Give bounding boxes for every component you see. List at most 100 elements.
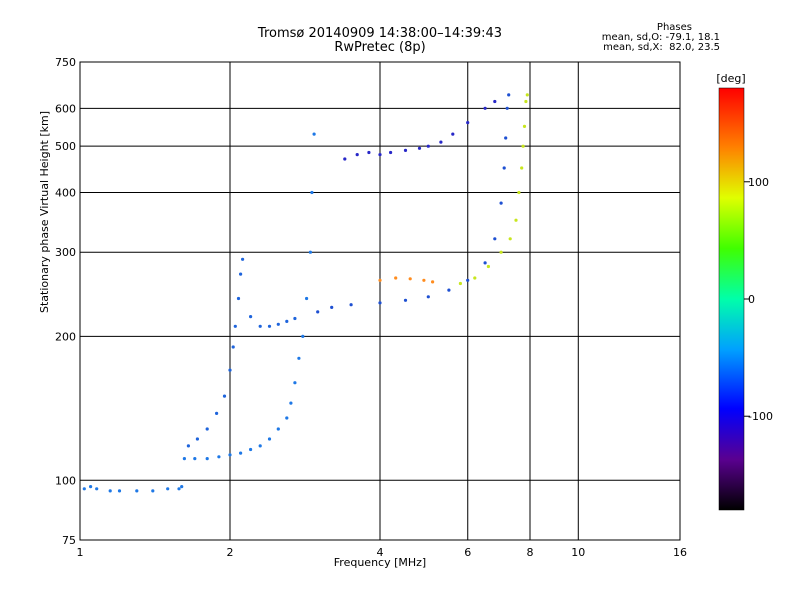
y-tick-label: 200 bbox=[55, 330, 76, 343]
data-point bbox=[215, 411, 219, 415]
data-point bbox=[502, 166, 506, 170]
data-point bbox=[378, 278, 382, 282]
data-point bbox=[258, 444, 262, 448]
data-point bbox=[182, 457, 186, 461]
colorbar-tick-label: 100 bbox=[748, 176, 769, 189]
data-point bbox=[239, 272, 243, 276]
data-point bbox=[276, 322, 280, 326]
data-point bbox=[285, 319, 289, 323]
data-point bbox=[422, 278, 426, 282]
colorbar bbox=[718, 87, 745, 511]
data-point bbox=[249, 315, 253, 319]
data-point bbox=[522, 124, 527, 128]
data-point bbox=[447, 288, 451, 292]
data-point bbox=[426, 144, 430, 148]
data-point bbox=[378, 153, 382, 157]
data-point bbox=[108, 489, 112, 493]
data-point bbox=[228, 453, 232, 457]
data-point bbox=[305, 296, 309, 301]
plot-frame bbox=[79, 61, 681, 541]
data-point bbox=[330, 305, 334, 309]
x-tick-label: 4 bbox=[377, 546, 384, 559]
x-tick-label: 2 bbox=[227, 546, 234, 559]
data-point bbox=[349, 303, 353, 307]
data-point bbox=[483, 261, 487, 265]
colorbar-tick-label: 0 bbox=[748, 293, 755, 306]
chart-subtitle: RwPretec (8p) bbox=[334, 40, 426, 55]
data-point bbox=[193, 457, 197, 461]
data-point bbox=[504, 136, 508, 140]
data-point bbox=[258, 324, 262, 328]
data-point bbox=[483, 106, 487, 110]
data-point bbox=[82, 487, 86, 491]
data-point bbox=[517, 190, 521, 195]
data-point bbox=[205, 457, 209, 461]
data-point bbox=[493, 99, 497, 104]
data-point bbox=[135, 489, 139, 493]
data-point bbox=[343, 157, 347, 161]
data-point bbox=[285, 416, 289, 420]
data-point bbox=[499, 250, 503, 254]
data-point bbox=[239, 451, 243, 455]
x-axis-label: Frequency [MHz] bbox=[334, 556, 426, 569]
data-point bbox=[403, 148, 408, 152]
data-point bbox=[316, 310, 320, 314]
x-tick-label: 16 bbox=[673, 546, 687, 559]
data-point bbox=[355, 153, 359, 157]
data-point bbox=[217, 455, 221, 459]
data-point bbox=[180, 485, 184, 489]
data-point bbox=[241, 257, 245, 261]
data-point bbox=[276, 427, 280, 431]
data-point bbox=[236, 296, 241, 301]
colorbar-tick-label: -100 bbox=[748, 410, 773, 423]
data-point bbox=[499, 201, 503, 205]
data-point bbox=[289, 401, 293, 405]
data-point bbox=[293, 381, 297, 385]
data-point bbox=[525, 93, 529, 97]
y-tick-label: 750 bbox=[55, 56, 76, 69]
data-point bbox=[507, 93, 511, 97]
phases-stats-o: mean, sd,O: -79.1, 18.1 bbox=[601, 32, 720, 43]
data-point bbox=[389, 150, 393, 155]
data-point bbox=[486, 264, 490, 269]
data-point bbox=[205, 427, 209, 431]
data-point bbox=[439, 140, 443, 144]
data-point bbox=[505, 106, 509, 110]
data-point bbox=[233, 324, 237, 328]
data-point bbox=[521, 144, 525, 148]
data-point bbox=[466, 121, 470, 125]
data-point bbox=[228, 368, 232, 372]
data-point bbox=[267, 324, 272, 328]
x-tick-label: 10 bbox=[571, 546, 585, 559]
phases-stats-title: Phases bbox=[656, 22, 692, 33]
data-point bbox=[417, 146, 422, 150]
data-point bbox=[222, 394, 227, 398]
y-tick-label: 400 bbox=[55, 186, 76, 199]
data-point bbox=[310, 190, 314, 195]
y-tick-label: 300 bbox=[55, 246, 76, 259]
x-tick-label: 8 bbox=[527, 546, 534, 559]
y-tick-label: 100 bbox=[55, 474, 76, 487]
phases-stats-x: mean, sd,X: 82.0, 23.5 bbox=[603, 42, 720, 53]
data-point bbox=[408, 277, 412, 281]
data-point bbox=[394, 276, 398, 280]
data-point bbox=[177, 487, 181, 491]
colorbar-label: [deg] bbox=[716, 72, 745, 85]
data-point bbox=[367, 150, 371, 155]
data-point bbox=[95, 487, 99, 491]
data-point bbox=[508, 237, 512, 241]
data-point bbox=[458, 281, 462, 286]
data-point bbox=[403, 298, 408, 302]
data-point bbox=[514, 218, 518, 222]
y-tick-label: 75 bbox=[62, 534, 76, 547]
data-point bbox=[520, 166, 524, 170]
data-point bbox=[166, 487, 170, 491]
data-point bbox=[195, 437, 199, 441]
chart-title: Tromsø 20140909 14:38:00–14:39:43 bbox=[257, 26, 503, 41]
y-axis-label: Stationary phase Virtual Height [km] bbox=[38, 111, 51, 313]
data-point bbox=[89, 485, 93, 489]
data-point bbox=[524, 99, 528, 104]
data-point bbox=[151, 489, 155, 493]
data-point bbox=[466, 278, 470, 282]
